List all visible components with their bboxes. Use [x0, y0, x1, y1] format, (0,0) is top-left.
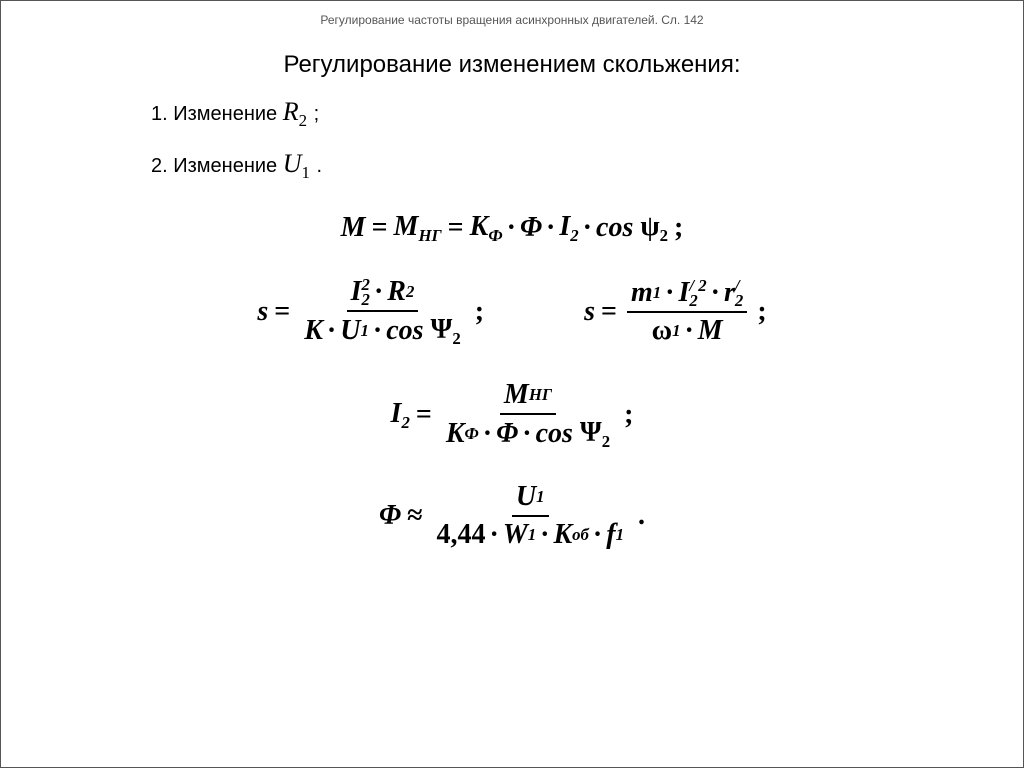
list-item-1-prefix: 1. Изменение: [151, 103, 283, 125]
slide-title: Регулирование изменением скольжения:: [41, 51, 983, 79]
symbol-sub: 2: [299, 111, 307, 130]
list-block: 1. Изменение R2 ; 2. Изменение U1 .: [151, 97, 983, 183]
f2b-frac: m1 · I/ 22 · r/2 ω1 · M: [623, 277, 751, 347]
formula-1: M = MНГ = KФ · Φ · I2 · cos ψ2 ;: [41, 211, 983, 246]
formula-3: I2 = MНГ KФ · Φ · cos Ψ2 ;: [41, 379, 983, 452]
formula-2a: s = I22 · R2 K · U1 · cos Ψ2: [257, 276, 484, 349]
formula-2: s = I22 · R2 K · U1 · cos Ψ2: [41, 276, 983, 349]
f3-I: I2: [391, 398, 410, 433]
f4-frac: U1 4,44 · W1 · Kоб · f1: [428, 481, 632, 551]
list-item-1: 1. Изменение R2 ;: [151, 97, 983, 131]
list-item-2-symbol: U1: [283, 149, 317, 178]
f1-eq1: =: [366, 212, 394, 244]
f4-approx: ≈: [401, 500, 428, 532]
f1-eq2: =: [442, 212, 470, 244]
f2b-s: s: [584, 296, 595, 328]
f4-end: .: [632, 500, 645, 532]
f3-frac: MНГ KФ · Φ · cos Ψ2: [438, 379, 618, 452]
f1-Phi: Φ: [520, 212, 542, 244]
formula-4: Φ ≈ U1 4,44 · W1 · Kоб · f1: [41, 481, 983, 551]
list-item-1-tail: ;: [314, 103, 320, 125]
symbol-sub: 1: [302, 163, 310, 182]
f1-end: ;: [668, 212, 683, 244]
list-item-2-prefix: 2. Изменение: [151, 155, 283, 177]
formula-area: M = MНГ = KФ · Φ · I2 · cos ψ2 ; s =: [41, 211, 983, 552]
f1-I: I2: [559, 211, 578, 246]
slide-header: Регулирование частоты вращения асинхронн…: [41, 13, 983, 27]
f1-K: KФ: [470, 211, 503, 246]
f1-psi: ψ2: [640, 211, 668, 246]
f1-M: M: [341, 212, 366, 244]
f2a-frac: I22 · R2 K · U1 · cos Ψ2: [296, 276, 469, 349]
list-item-2-tail: .: [316, 155, 322, 177]
f2a-eq: =: [268, 296, 296, 328]
list-item-2: 2. Изменение U1 .: [151, 149, 983, 183]
f2b-end: ;: [751, 296, 766, 328]
f3-eq: =: [410, 399, 438, 431]
slide-frame: Регулирование частоты вращения асинхронн…: [0, 0, 1024, 768]
f1-MHG: MНГ: [394, 211, 442, 246]
f1-cos: cos: [596, 212, 633, 244]
f3-end: ;: [618, 399, 633, 431]
f4-Phi: Φ: [379, 500, 401, 532]
symbol-base: R: [283, 97, 299, 126]
symbol-base: U: [283, 149, 302, 178]
list-item-1-symbol: R2: [283, 97, 314, 126]
f2b-eq: =: [595, 296, 623, 328]
f2a-s: s: [257, 296, 268, 328]
formula-2b: s = m1 · I/ 22 · r/2 ω1 · M: [584, 277, 767, 347]
f2a-end: ;: [469, 296, 484, 328]
